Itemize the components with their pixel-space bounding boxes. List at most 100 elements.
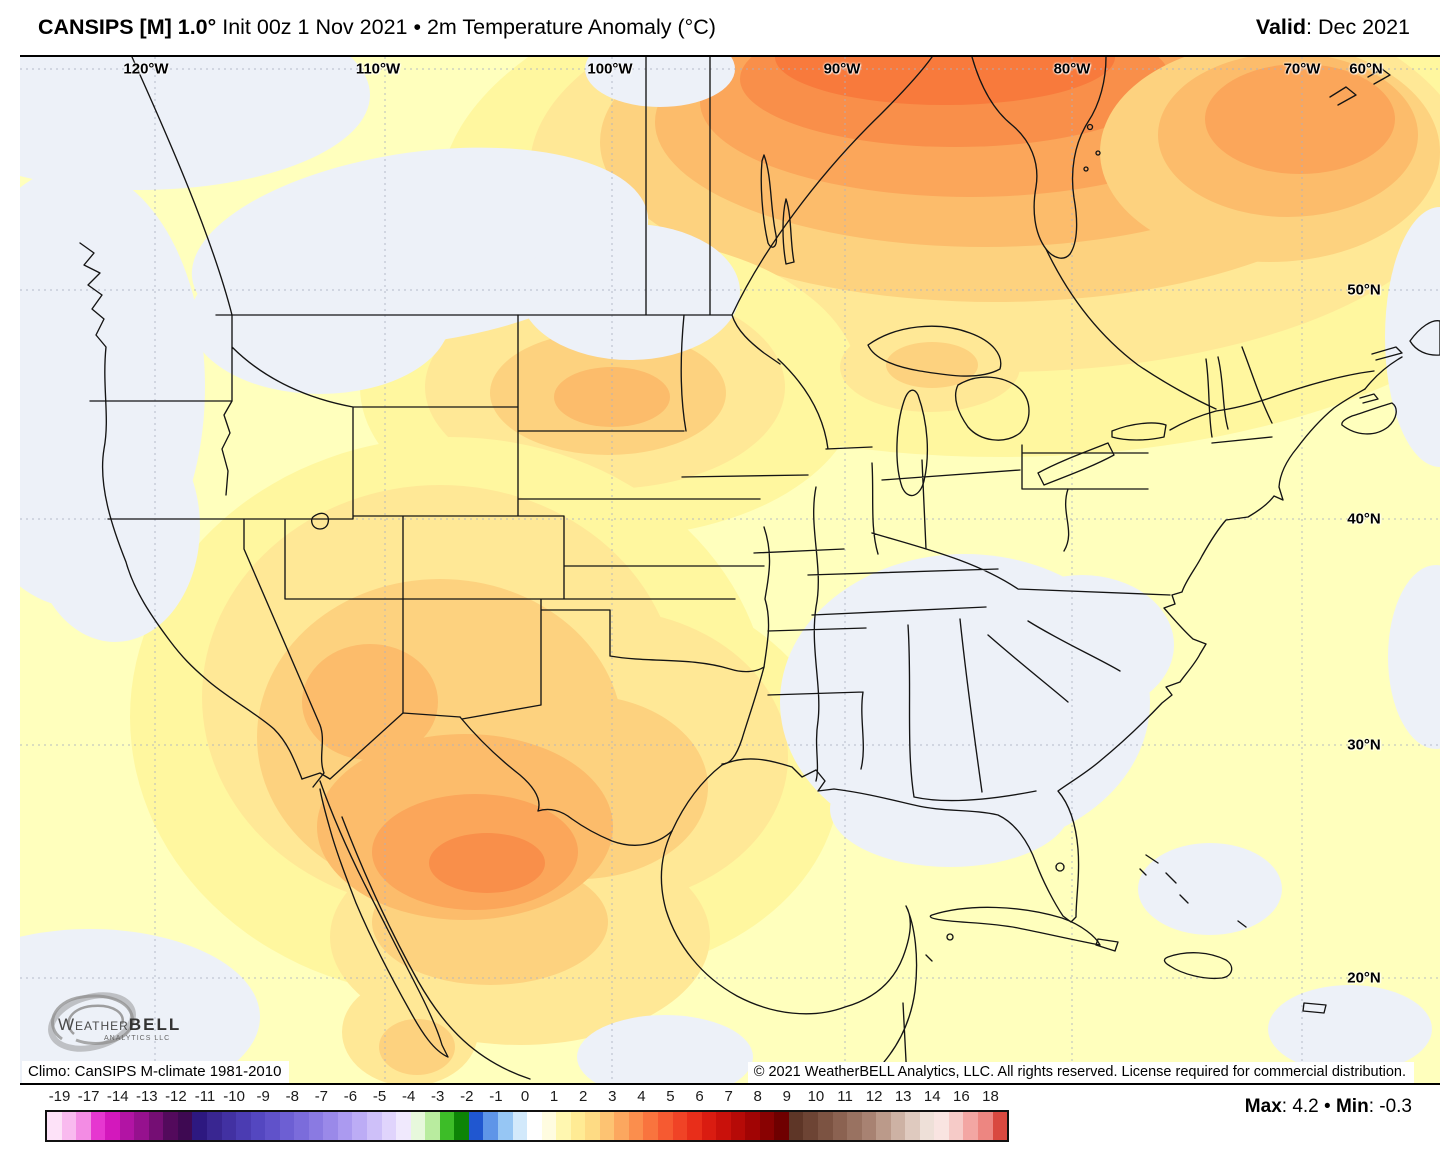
colorbar-cell [497, 1112, 513, 1140]
colorbar-tick-label: -19 [48, 1088, 71, 1105]
colorbar-tick-label: 14 [923, 1088, 941, 1105]
colorbar-tick-label: 8 [753, 1088, 762, 1105]
colorbar-tick-label: 6 [695, 1088, 704, 1105]
colorbar-cell [119, 1112, 135, 1140]
colorbar-cell [323, 1112, 338, 1140]
title-details: Init 00z 1 Nov 2021 • 2m Temperature Ano… [216, 15, 716, 39]
colorbar-tick-label: 3 [608, 1088, 617, 1105]
colorbar-tick-label: 13 [894, 1088, 912, 1105]
central-eastern-state-borders [681, 346, 1273, 802]
colorbar-cell [628, 1112, 644, 1140]
colorbar-cell [876, 1112, 891, 1140]
colorbar-cell [177, 1112, 193, 1140]
colorbar-tick-label: 18 [982, 1088, 999, 1105]
graticule [20, 57, 1440, 1083]
mexico-border-baja [301, 712, 531, 1080]
borders-coastlines [79, 57, 1440, 1081]
colorbar-tick-label: 12 [865, 1088, 883, 1105]
model-name: CANSIPS [M] 1.0° [38, 15, 217, 39]
logo-subtext: ANALYTICS LLC [104, 1035, 171, 1042]
colorbar-tick-labels: -19 -17 -14 -13 -12 -11 -10 -9 -8 -7 -6 -5 -4 -3 -2 -1 0… [45, 1088, 1005, 1108]
colorbar-cell [919, 1112, 935, 1140]
colorbar-cell [250, 1112, 266, 1140]
colorbar-cell [47, 1112, 62, 1140]
colorbar-cell [425, 1112, 440, 1140]
latitude-label: 40°N [1347, 510, 1381, 528]
header: CANSIPS [M] 1.0° Init 00z 1 Nov 2021 • 2… [38, 0, 1410, 55]
colorbar-tick-label: 7 [724, 1088, 733, 1105]
colorbar-tick-label: 2 [579, 1088, 588, 1105]
colorbar-cell [657, 1112, 673, 1140]
map-title: CANSIPS [M] 1.0° Init 00z 1 Nov 2021 • 2… [38, 15, 716, 40]
colorbar-cell [992, 1112, 1008, 1140]
colorbar-tick-label: -5 [372, 1088, 387, 1105]
colorbar-tick-label: 9 [782, 1088, 791, 1105]
colorbar-tick-label: -6 [343, 1088, 358, 1105]
colorbar-cell [396, 1112, 411, 1140]
colorbar-cell [847, 1112, 862, 1140]
colorbar-cell [570, 1112, 586, 1140]
colorbar-cell [832, 1112, 848, 1140]
colorbar-cell [512, 1112, 528, 1140]
colorbar-cell [192, 1112, 208, 1140]
colorbar-tick-label: 11 [837, 1088, 853, 1105]
colorbar-cell [861, 1112, 877, 1140]
western-state-borders [89, 314, 765, 788]
latitude-label: 20°N [1347, 969, 1381, 987]
colorbar-cell [585, 1112, 600, 1140]
canada-borders [131, 57, 1217, 410]
colorbar-cell [410, 1112, 426, 1140]
colorbar-tick-label: -7 [314, 1088, 329, 1105]
colorbar-cell [352, 1112, 368, 1140]
longitude-label: 80°W [1053, 60, 1091, 78]
colorbar-cell [716, 1112, 731, 1140]
anomaly-fill-layer [20, 57, 1440, 1083]
colorbar-cell [381, 1112, 397, 1140]
colorbar-cell [527, 1112, 542, 1140]
colorbar-cell [439, 1112, 455, 1140]
colorbar-cell [134, 1112, 149, 1140]
colorbar-cell [672, 1112, 688, 1140]
colorbar-cell [817, 1112, 833, 1140]
colorbar [45, 1110, 1009, 1142]
colorbar-tick-label: -8 [285, 1088, 299, 1105]
colorbar-cell [163, 1112, 178, 1140]
colorbar-tick-label: -17 [77, 1088, 100, 1105]
colorbar-cell [803, 1112, 818, 1140]
colorbar-cell [599, 1112, 615, 1140]
st-lawrence-maritimes [1169, 68, 1440, 435]
colorbar-cell [221, 1112, 237, 1140]
colorbar-cell [963, 1112, 978, 1140]
weatherbell-logo: WeatherBELL ANALYTICS LLC [30, 989, 190, 1059]
colorbar-cell [483, 1112, 498, 1140]
colorbar-cell [978, 1112, 993, 1140]
colorbar-cell [367, 1112, 382, 1140]
colorbar-tick-label: -4 [401, 1088, 416, 1105]
colorbar-cell [759, 1112, 775, 1140]
colorbar-tick-label: -1 [489, 1088, 503, 1105]
colorbar-cell [265, 1112, 280, 1140]
small-islands [946, 123, 1101, 941]
colorbar-tick-label: -3 [431, 1088, 445, 1105]
logo-wordmark: WeatherBELL [58, 1015, 182, 1034]
colorbar-cell [774, 1112, 789, 1140]
longitude-label: 70°W [1283, 60, 1321, 78]
colorbar-cell [948, 1112, 964, 1140]
colorbar-tick-label: 4 [637, 1088, 646, 1105]
colorbar-cell [294, 1112, 309, 1140]
climo-note: Climo: CanSIPS M-climate 1981-2010 [22, 1061, 290, 1083]
colorbar-cell [614, 1112, 629, 1140]
colorbar-cell [556, 1112, 571, 1140]
colorbar-cell [279, 1112, 295, 1140]
lakes [310, 154, 1167, 530]
colorbar-tick-label: -11 [194, 1088, 216, 1105]
colorbar-tick-label: -9 [256, 1088, 270, 1105]
colorbar-tick-label: -10 [223, 1088, 245, 1105]
colorbar-cell [701, 1112, 717, 1140]
colorbar-cell [148, 1112, 164, 1140]
colorbar-tick-label: -14 [106, 1088, 129, 1105]
hurricane-swirl-icon [48, 992, 136, 1052]
colorbar-cell [643, 1112, 658, 1140]
hudson-james-bay [971, 57, 1107, 259]
